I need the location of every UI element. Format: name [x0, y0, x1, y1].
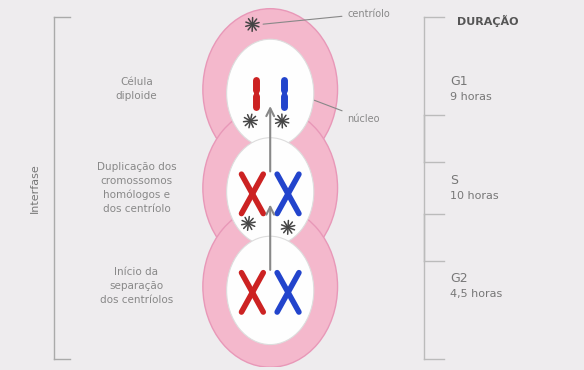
Text: 4,5 horas: 4,5 horas — [450, 289, 503, 299]
Text: Duplicação dos
cromossomos
homólogos e
dos centríolo: Duplicação dos cromossomos homólogos e d… — [97, 162, 176, 214]
Ellipse shape — [227, 236, 314, 344]
Text: centríolo: centríolo — [263, 9, 390, 24]
Text: núcleo: núcleo — [314, 100, 380, 124]
Text: Interfase: Interfase — [29, 163, 40, 213]
Text: DURAÇÃO: DURAÇÃO — [457, 14, 519, 27]
Text: Célula
diploide: Célula diploide — [116, 77, 157, 101]
Text: G2: G2 — [450, 272, 468, 285]
Text: 10 horas: 10 horas — [450, 191, 499, 201]
Text: 9 horas: 9 horas — [450, 92, 492, 102]
Text: Início da
separação
dos centríolos: Início da separação dos centríolos — [100, 268, 173, 306]
Ellipse shape — [227, 138, 314, 246]
Ellipse shape — [203, 206, 338, 367]
Ellipse shape — [227, 39, 314, 148]
Ellipse shape — [203, 107, 338, 269]
Ellipse shape — [203, 9, 338, 170]
Text: S: S — [450, 174, 458, 186]
Text: G1: G1 — [450, 75, 468, 88]
